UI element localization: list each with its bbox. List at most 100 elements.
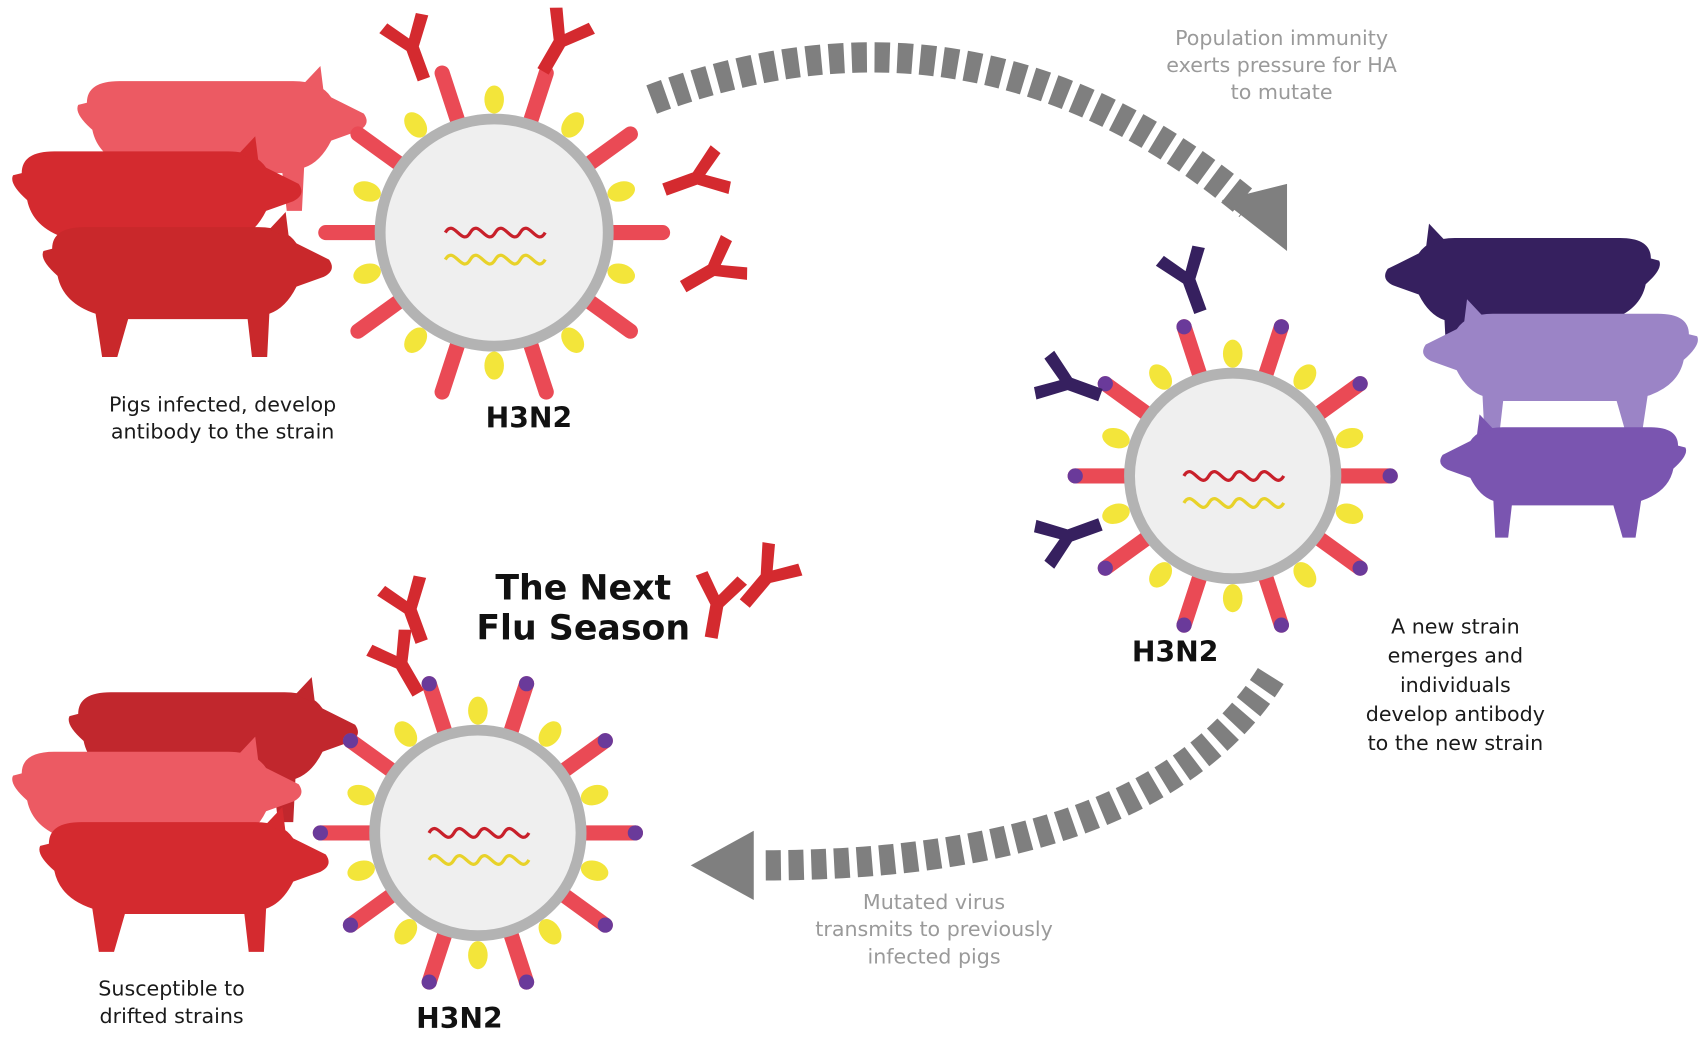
cycle-arrow [652, 57, 1249, 205]
spike-tip [519, 975, 534, 990]
pig [39, 807, 328, 952]
panel-caption: to the new strain [1368, 731, 1544, 755]
virus-knob [1223, 340, 1243, 368]
pig-body [43, 227, 332, 357]
spike-tip [1383, 468, 1398, 483]
virus-spike [586, 134, 630, 166]
season-title: Flu Season [476, 609, 690, 649]
virus-label: H3N2 [1132, 635, 1219, 668]
virus-knob [345, 857, 378, 884]
virus-knob [484, 85, 504, 113]
virus-spike [358, 299, 402, 331]
panel-caption: Susceptible to [98, 977, 245, 1001]
arrow-caption: to mutate [1231, 80, 1333, 104]
pig-body [39, 822, 328, 952]
virus-label: H3N2 [416, 1002, 503, 1035]
virus-spike [510, 684, 527, 735]
virus-spike [429, 931, 446, 982]
body: {"panels": [ {"virus_label": "H3N2", "ca… [0, 0, 1703, 1046]
antibody [670, 232, 753, 309]
antibody [520, 2, 598, 84]
virus-spike [1265, 327, 1282, 378]
spike-tip [1353, 561, 1368, 576]
virus-spike [529, 341, 546, 392]
antibody [685, 569, 748, 642]
antibody [1030, 349, 1109, 420]
arrow-caption: infected pigs [867, 944, 1000, 968]
virus-knob [468, 697, 488, 725]
spike-tip [343, 733, 358, 748]
virus-knob [484, 352, 504, 380]
virus-spike [358, 134, 402, 166]
panel-caption: individuals [1400, 673, 1511, 697]
virus-spike [442, 73, 459, 124]
spike-tip [519, 676, 534, 691]
page: H3N2 antigenic drift in pigs html, body … [0, 0, 1703, 1046]
spike-tip [422, 975, 437, 990]
arrow-caption: transmits to previously [815, 917, 1053, 941]
pig-body [1440, 427, 1686, 537]
virus-label: H3N2 [486, 402, 573, 435]
antibody [1030, 500, 1109, 571]
spike-tip [1274, 319, 1289, 334]
virus-spike [561, 893, 605, 925]
virus-knob [345, 782, 378, 809]
spike-tip [1098, 561, 1113, 576]
virus-spike [586, 299, 630, 331]
virus-spike [561, 741, 605, 773]
arrow-caption: Mutated virus [863, 890, 1005, 914]
virus-knob [1100, 500, 1133, 527]
antibody [656, 143, 735, 214]
virus-spike [510, 931, 527, 982]
spike-tip [598, 918, 613, 933]
pig [1440, 414, 1686, 537]
virus-spike [350, 893, 394, 925]
spike-tip [1068, 468, 1083, 483]
spike-tip [1353, 376, 1368, 391]
virus-spike [529, 73, 546, 124]
panel-caption: antibody to the strain [111, 420, 334, 444]
virus-spike [1105, 384, 1149, 416]
virus-knob [351, 260, 384, 287]
virus-knob [1333, 500, 1366, 527]
panel-caption: Pigs infected, develop [109, 393, 336, 417]
virus-knob [578, 782, 611, 809]
arrow-head [691, 831, 754, 900]
panel-caption: develop antibody [1366, 702, 1545, 726]
virus-spike [1184, 327, 1201, 378]
virus-spike [350, 741, 394, 773]
spike-tip [628, 825, 643, 840]
spike-tip [422, 676, 437, 691]
virus-spike [429, 684, 446, 735]
spike-tip [598, 733, 613, 748]
arrow-caption: exerts pressure for HA [1166, 53, 1397, 77]
virus-knob [1100, 425, 1133, 452]
panel-caption: emerges and [1388, 644, 1523, 668]
antibody [375, 572, 446, 651]
panel-caption: drifted strains [100, 1004, 244, 1028]
virus-spike [1316, 536, 1360, 568]
virus-spike [1105, 536, 1149, 568]
virus-spike [1184, 574, 1201, 625]
virus-spike [1316, 384, 1360, 416]
virus-knob [351, 178, 384, 205]
cycle-arrow [760, 676, 1270, 865]
virus-knob [578, 857, 611, 884]
illustration [12, 2, 1698, 989]
virus-knob [468, 941, 488, 969]
pig-body [1423, 314, 1698, 437]
diagram: Population immunity exerts pressure for … [0, 0, 1703, 1046]
virus-knob [605, 178, 638, 205]
virus-knob [1333, 425, 1366, 452]
spike-tip [343, 918, 358, 933]
pig [43, 212, 332, 357]
spike-tip [313, 825, 328, 840]
antibody [1154, 242, 1225, 321]
spike-tip [1176, 618, 1191, 633]
virus-knob [605, 260, 638, 287]
virus-spike [442, 341, 459, 392]
arrow-caption: Population immunity [1175, 26, 1388, 50]
spike-tip [1274, 618, 1289, 633]
panel-caption: A new strain [1391, 614, 1520, 638]
virus-knob [1223, 584, 1243, 612]
